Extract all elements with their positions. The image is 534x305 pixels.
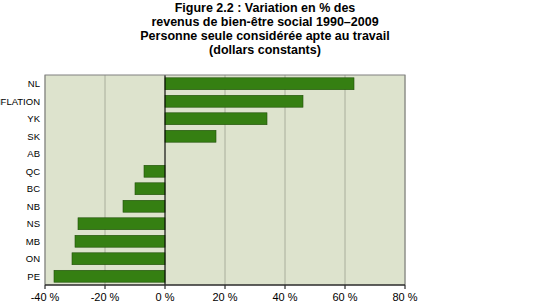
bar xyxy=(123,200,165,212)
category-label: NL xyxy=(28,78,40,89)
bar xyxy=(165,130,216,142)
bar xyxy=(165,78,354,90)
subtitle: (dollars constants) xyxy=(209,43,321,57)
plot-area xyxy=(45,75,405,285)
tick-mark xyxy=(345,285,346,289)
tick-mark xyxy=(225,285,226,289)
tick-label: 0 % xyxy=(156,291,175,303)
category-label: NB xyxy=(27,201,40,212)
title: Figure 2.2 : Variation en % des xyxy=(175,1,356,15)
category-label: QC xyxy=(26,166,40,177)
tick-label: 40 % xyxy=(272,291,297,303)
tick-mark xyxy=(405,285,406,289)
tick-mark xyxy=(45,285,46,289)
bar xyxy=(165,95,303,107)
tick-label: 60 % xyxy=(332,291,357,303)
category-label: INFLATION xyxy=(0,96,40,107)
category-label: PE xyxy=(27,271,40,282)
bar xyxy=(72,253,165,265)
bar xyxy=(78,218,165,230)
tick-mark xyxy=(105,285,106,289)
category-label: YK xyxy=(27,113,40,124)
grid-line xyxy=(165,75,166,285)
bar xyxy=(54,270,165,282)
bars xyxy=(54,78,354,282)
tick-label: -40 % xyxy=(31,291,60,303)
category-label: AB xyxy=(27,148,40,159)
tick-mark xyxy=(165,285,166,289)
category-label: ON xyxy=(26,253,40,264)
bar xyxy=(75,235,165,247)
x-axis xyxy=(45,285,405,286)
bar xyxy=(165,113,267,125)
category-label: NS xyxy=(27,218,40,229)
bar xyxy=(135,183,165,195)
tick-label: -20 % xyxy=(91,291,120,303)
grid-line xyxy=(345,75,346,285)
category-label: BC xyxy=(27,183,40,194)
plot-frame xyxy=(45,75,405,285)
tick-label: 80 % xyxy=(392,291,417,303)
category-label: MB xyxy=(26,236,40,247)
title: revenus de bien-être social 1990–2009 xyxy=(151,15,378,29)
category-label: SK xyxy=(27,131,40,142)
zero-line xyxy=(165,75,166,285)
chart: Figure 2.2 : Variation en % desrevenus d… xyxy=(0,0,534,305)
tick-mark xyxy=(285,285,286,289)
subtitle: Personne seule considérée apte au travai… xyxy=(140,29,389,43)
tick-label: 20 % xyxy=(212,291,237,303)
bar xyxy=(144,165,165,177)
